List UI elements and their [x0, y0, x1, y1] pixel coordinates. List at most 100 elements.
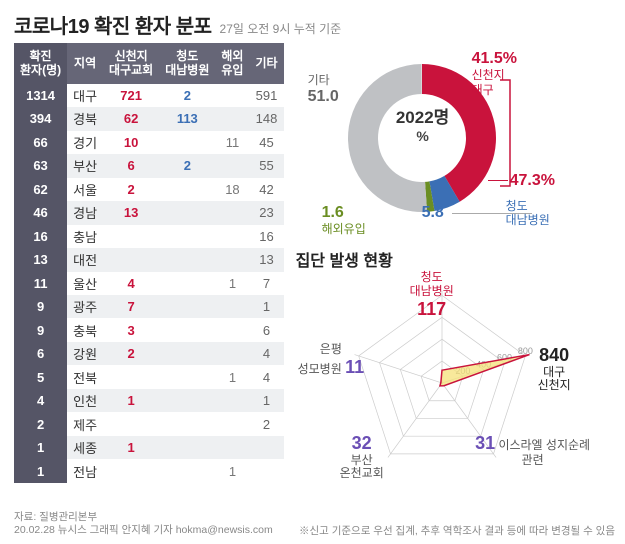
svg-text:800: 800 — [517, 346, 532, 356]
col-header: 신천지대구교회 — [103, 43, 159, 84]
cell — [159, 131, 215, 154]
cell: 55 — [249, 154, 283, 177]
col-header: 확진환자(명) — [14, 43, 67, 84]
cell — [159, 342, 215, 365]
cell — [215, 248, 249, 271]
cell — [215, 201, 249, 224]
cell — [215, 436, 249, 459]
cell: 1 — [103, 389, 159, 412]
cell: 7 — [249, 272, 283, 295]
cell: 2 — [249, 412, 283, 435]
cell — [159, 248, 215, 271]
footer-note: ※신고 기준으로 우선 집계, 추후 역학조사 결과 등에 따라 변경될 수 있… — [299, 523, 615, 538]
cell — [103, 225, 159, 248]
cell: 경남 — [67, 201, 103, 224]
table-row: 63부산6255 — [14, 154, 284, 177]
cell: 경북 — [67, 107, 103, 130]
cell — [159, 201, 215, 224]
table-row: 5전북14 — [14, 365, 284, 388]
cell: 7 — [103, 295, 159, 318]
cell: 3 — [103, 318, 159, 341]
cell: 13 — [249, 248, 283, 271]
cell: 18 — [215, 178, 249, 201]
footer: 자료: 질병관리본부 20.02.28 뉴시스 그래픽 안지혜 기자 hokma… — [14, 511, 615, 538]
cell: 13 — [103, 201, 159, 224]
donut-label-etc: 기타 51.0 — [308, 73, 339, 107]
cell: 591 — [249, 84, 283, 107]
page-subtitle: 27일 오전 9시 누적 기준 — [220, 20, 342, 37]
cell — [103, 412, 159, 435]
donut-center: 2022명 % — [376, 103, 470, 144]
col-header: 기타 — [249, 43, 283, 84]
table-row: 1314대구7212591 — [14, 84, 284, 107]
table-row: 1전남1 — [14, 459, 284, 483]
cell: 6 — [103, 154, 159, 177]
radar-label: 31 이스라엘 성지순례 관련 — [474, 433, 592, 467]
cell: 1 — [215, 272, 249, 295]
cell: 1 — [215, 365, 249, 388]
cell — [103, 365, 159, 388]
cell: 6 — [249, 318, 283, 341]
cell — [159, 225, 215, 248]
cell: 46 — [14, 201, 67, 224]
cell — [215, 412, 249, 435]
cell: 강원 — [67, 342, 103, 365]
table-head: 확진환자(명)지역신천지대구교회청도대남병원해외유입기타 — [14, 43, 284, 84]
table-row: 4인천11 — [14, 389, 284, 412]
cell: 23 — [249, 201, 283, 224]
table-row: 9광주71 — [14, 295, 284, 318]
cell: 4 — [249, 342, 283, 365]
cell: 11 — [14, 272, 67, 295]
cell: 서울 — [67, 178, 103, 201]
cell: 62 — [14, 178, 67, 201]
cell: 42 — [249, 178, 283, 201]
cluster-title: 집단 발생 현황 — [296, 247, 615, 271]
cell — [249, 436, 283, 459]
donut-label-ov: 1.6 해외유입 — [322, 203, 366, 237]
cell: 1 — [14, 436, 67, 459]
header: 코로나19 확진 환자 분포 27일 오전 9시 누적 기준 — [0, 0, 625, 43]
table-row: 62서울2 1842 — [14, 178, 284, 201]
cell: 충남 — [67, 225, 103, 248]
cell: 16 — [249, 225, 283, 248]
radar-chart: 200400600800 청도대남병원117840대구신천지31 이스라엘 성지… — [292, 273, 592, 483]
cell: 2 — [103, 342, 159, 365]
table-row: 46경남13 23 — [14, 201, 284, 224]
footer-source: 자료: 질병관리본부 — [14, 511, 273, 525]
cell: 울산 — [67, 272, 103, 295]
cell — [159, 365, 215, 388]
cell — [215, 342, 249, 365]
cell: 16 — [14, 225, 67, 248]
cell — [215, 295, 249, 318]
cell: 148 — [249, 107, 283, 130]
cell: 1 — [215, 459, 249, 483]
cell: 113 — [159, 107, 215, 130]
cell: 2 — [103, 178, 159, 201]
cell — [159, 436, 215, 459]
table-row: 394경북62113148 — [14, 107, 284, 130]
cell: 4 — [103, 272, 159, 295]
cell — [215, 107, 249, 130]
cell — [215, 389, 249, 412]
col-header: 지역 — [67, 43, 103, 84]
cell — [159, 412, 215, 435]
cell — [103, 248, 159, 271]
table-row: 16충남16 — [14, 225, 284, 248]
cell: 세종 — [67, 436, 103, 459]
cell: 62 — [103, 107, 159, 130]
cell — [159, 178, 215, 201]
cell — [103, 459, 159, 483]
cell: 충북 — [67, 318, 103, 341]
footer-left: 자료: 질병관리본부 20.02.28 뉴시스 그래픽 안지혜 기자 hokma… — [14, 511, 273, 538]
cell: 9 — [14, 318, 67, 341]
cell — [159, 459, 215, 483]
cell: 부산 — [67, 154, 103, 177]
cell: 인천 — [67, 389, 103, 412]
donut-label-sin-txt: 신천지대구 — [472, 68, 505, 96]
cell: 1314 — [14, 84, 67, 107]
cell — [159, 272, 215, 295]
cell: 63 — [14, 154, 67, 177]
cell: 대전 — [67, 248, 103, 271]
cell: 전북 — [67, 365, 103, 388]
donut-label-daenam: 5.8 청도대남병원 — [422, 203, 444, 222]
